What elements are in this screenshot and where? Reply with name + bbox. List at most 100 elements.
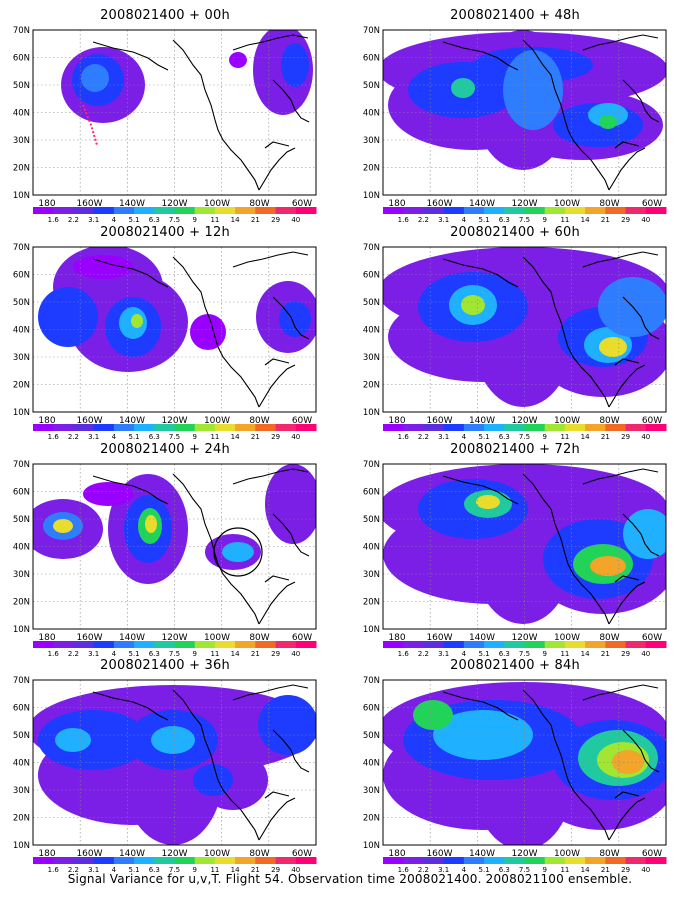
- lon-tick-label: 80W: [599, 849, 619, 859]
- colorbar-label: 4: [112, 433, 117, 441]
- lon-tick-label: 160W: [76, 416, 102, 426]
- map-svg: 70N 60N 50N 40N 30N 20N 10N 180 160W 140W 120W 100W…: [363, 460, 667, 658]
- lat-tick-label: 50N: [363, 731, 380, 741]
- lat-tick-label: 50N: [363, 81, 380, 91]
- colorbar-swatch: [524, 207, 546, 214]
- colorbar-swatch: [134, 207, 155, 214]
- colorbar-label: 1.6: [48, 650, 60, 658]
- colorbar-swatch: [504, 641, 525, 648]
- lon-tick-label: 80W: [249, 633, 269, 643]
- colorbar-label: 9: [542, 866, 546, 874]
- colorbar-label: 3.1: [88, 650, 99, 658]
- map-frame: [382, 29, 667, 196]
- variance-field: [590, 556, 626, 576]
- lon-tick-label: 180: [388, 416, 405, 426]
- colorbar-label: 21: [251, 866, 260, 874]
- lat-tick-label: 70N: [363, 676, 380, 686]
- lat-tick-label: 70N: [13, 676, 30, 686]
- lon-tick-label: 180: [38, 416, 55, 426]
- variance-field: [413, 700, 453, 730]
- lat-tick-label: 20N: [363, 814, 380, 824]
- lon-tick-label: 100W: [204, 416, 230, 426]
- colorbar-label: 1.6: [398, 650, 410, 658]
- lon-tick-label: 180: [388, 849, 405, 859]
- colorbar-swatch: [403, 424, 424, 431]
- map-svg: 70N 60N 50N 40N 30N 20N 10N 180 160W 140W 120W 100W…: [13, 460, 317, 658]
- lat-tick-label: 10N: [363, 841, 380, 851]
- lat-tick-label: 60N: [13, 271, 30, 281]
- coastline: [582, 251, 659, 268]
- lat-tick-label: 60N: [13, 488, 30, 498]
- colorbar-swatch: [295, 641, 317, 648]
- lat-tick-label: 10N: [363, 191, 380, 201]
- colorbar-swatch: [235, 424, 256, 431]
- colorbar-label: 2.2: [418, 866, 429, 874]
- colorbar-label: 21: [251, 433, 260, 441]
- lat-tick-label: 10N: [363, 408, 380, 418]
- lon-tick-label: 100W: [204, 633, 230, 643]
- colorbar-swatch: [585, 424, 606, 431]
- colorbar-label: 3.1: [88, 433, 99, 441]
- variance-field: [265, 464, 316, 544]
- colorbar-label: 14: [231, 216, 240, 224]
- lon-tick-label: 160W: [426, 199, 452, 209]
- colorbar-label: 11: [210, 866, 219, 874]
- colorbar-swatch: [564, 641, 586, 648]
- colorbar-swatch: [585, 207, 606, 214]
- colorbar-label: 11: [560, 650, 569, 658]
- variance-field: [599, 115, 617, 129]
- colorbar-swatch: [33, 857, 54, 864]
- colorbar-label: 2.2: [68, 866, 79, 874]
- colorbar-label: 29: [271, 433, 280, 441]
- colorbar-swatch: [463, 641, 485, 648]
- lat-tick-label: 30N: [13, 136, 30, 146]
- colorbar-label: 4: [112, 866, 117, 874]
- colorbar-label: 3.1: [88, 866, 99, 874]
- lon-tick-label: 160W: [426, 633, 452, 643]
- colorbar-label: 21: [601, 433, 610, 441]
- map-panel: 2008021400 + 72h 70N 60N 50N 40N 30N 20N 10N 180…: [350, 442, 690, 660]
- colorbar-label: 6.3: [499, 650, 510, 658]
- coastline: [582, 468, 659, 485]
- colorbar-label: 1.6: [398, 433, 410, 441]
- colorbar-label: 2.2: [68, 216, 79, 224]
- coastline: [258, 797, 296, 841]
- lat-tick-label: 60N: [363, 704, 380, 714]
- coastline: [622, 296, 660, 340]
- colorbar-swatch: [73, 641, 95, 648]
- lat-tick-label: 10N: [13, 841, 30, 851]
- variance-field: [145, 515, 157, 533]
- lon-tick-label: 100W: [204, 199, 230, 209]
- lon-tick-label: 140W: [469, 199, 495, 209]
- colorbar-swatch: [423, 857, 445, 864]
- variance-field: [258, 695, 316, 755]
- lat-tick-label: 50N: [363, 298, 380, 308]
- variance-field: [229, 52, 247, 68]
- colorbar-label: 5.1: [479, 866, 490, 874]
- colorbar-label: 2.2: [68, 650, 79, 658]
- colorbar-label: 7.5: [169, 650, 180, 658]
- colorbar-swatch: [194, 857, 216, 864]
- panel-title: 2008021400 + 48h: [450, 8, 580, 23]
- colorbar-label: 1.6: [398, 216, 410, 224]
- colorbar-swatch: [255, 207, 277, 214]
- variance-field: [81, 64, 109, 92]
- colorbar-label: 14: [231, 866, 240, 874]
- lon-tick-label: 100W: [554, 849, 580, 859]
- lon-tick-label: 60W: [292, 633, 312, 643]
- colorbar-swatch: [625, 424, 647, 431]
- map-frame: [382, 463, 667, 630]
- colorbar-swatch: [504, 207, 525, 214]
- map-frame: [32, 246, 317, 413]
- colorbar-swatch: [625, 641, 647, 648]
- colorbar-label: 9: [192, 866, 196, 874]
- lat-tick-label: 50N: [13, 298, 30, 308]
- panel-title: 2008021400 + 72h: [450, 442, 580, 457]
- colorbar-swatch: [73, 207, 95, 214]
- variance-field: [503, 50, 563, 130]
- lon-tick-label: 60W: [642, 633, 662, 643]
- variance-field: [281, 43, 309, 87]
- coastline: [232, 468, 309, 485]
- colorbar-label: 9: [542, 650, 546, 658]
- colorbar-label: 4: [112, 650, 117, 658]
